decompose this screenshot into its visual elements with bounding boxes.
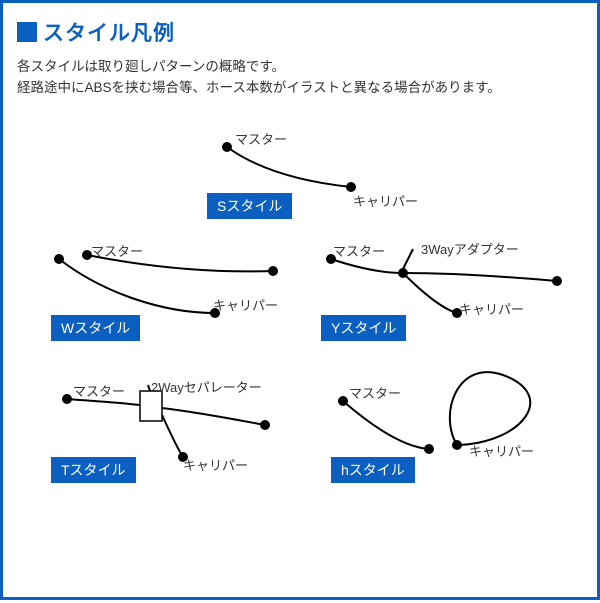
diagram-area: SスタイルマスターキャリパーWスタイルマスターキャリパーYスタイルマスター3Wa…: [3, 123, 600, 603]
desc-line-1: 各スタイルは取り廻しパターンの概略です。: [17, 57, 583, 78]
label-t-1: 2Wayセパレーター: [151, 377, 262, 396]
title-row: スタイル凡例: [17, 17, 583, 47]
description: 各スタイルは取り廻しパターンの概略です。 経路途中にABSを挟む場合等、ホース本…: [17, 57, 583, 99]
label-h-0: マスター: [349, 383, 401, 402]
label-w-0: マスター: [91, 241, 143, 260]
label-w-1: キャリパー: [213, 295, 278, 314]
style-badge-y: Yスタイル: [321, 315, 406, 341]
desc-line-2: 経路途中にABSを挟む場合等、ホース本数がイラストと異なる場合があります。: [17, 78, 583, 99]
label-t-2: キャリパー: [183, 455, 248, 474]
label-y-1: 3Wayアダプター: [421, 239, 519, 258]
label-y-0: マスター: [333, 241, 385, 260]
page-title: スタイル凡例: [43, 17, 175, 47]
label-t-0: マスター: [73, 381, 125, 400]
style-badge-t: Tスタイル: [51, 457, 136, 483]
diagram-svg: [3, 123, 600, 603]
style-badge-w: Wスタイル: [51, 315, 140, 341]
label-s-1: キャリパー: [353, 191, 418, 210]
label-h-1: キャリパー: [469, 441, 534, 460]
title-square-icon: [17, 22, 37, 42]
label-s-0: マスター: [235, 129, 287, 148]
style-badge-s: Sスタイル: [207, 193, 292, 219]
label-y-2: キャリパー: [459, 299, 524, 318]
header: スタイル凡例 各スタイルは取り廻しパターンの概略です。 経路途中にABSを挟む場…: [3, 3, 597, 105]
style-badge-h: hスタイル: [331, 457, 415, 483]
